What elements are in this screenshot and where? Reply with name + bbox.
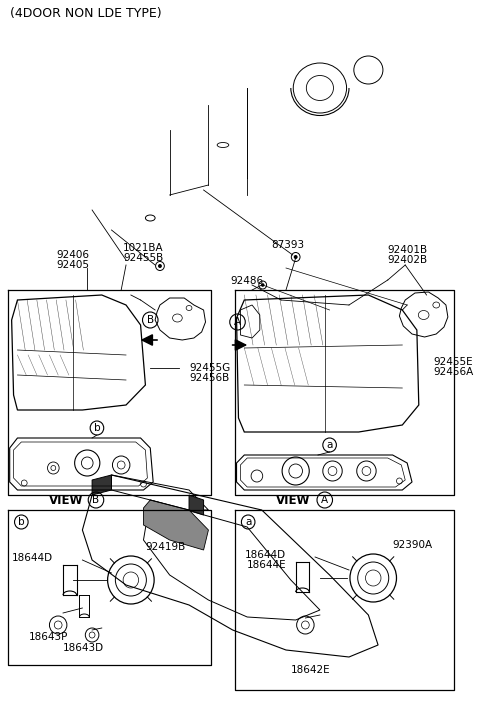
Text: 92455G: 92455G (189, 363, 230, 373)
Text: 92402B: 92402B (387, 255, 427, 265)
Text: 92390A: 92390A (393, 540, 433, 550)
Text: A: A (234, 317, 241, 327)
Text: 92486: 92486 (231, 276, 264, 286)
Text: 92455B: 92455B (123, 253, 164, 263)
Circle shape (158, 264, 162, 268)
Text: a: a (326, 440, 333, 450)
Text: 18643D: 18643D (63, 643, 104, 653)
Text: 92456A: 92456A (433, 367, 474, 377)
Text: 92401B: 92401B (387, 245, 427, 255)
Text: 1021BA: 1021BA (123, 243, 164, 253)
Text: 18643P: 18643P (29, 632, 69, 642)
Text: 18644E: 18644E (246, 560, 286, 570)
Circle shape (294, 255, 298, 259)
Text: 92456B: 92456B (189, 373, 229, 383)
Text: b: b (18, 517, 24, 527)
Text: VIEW: VIEW (48, 493, 83, 506)
Text: b: b (94, 423, 100, 433)
Text: a: a (245, 517, 252, 527)
Circle shape (261, 283, 264, 287)
Text: 18642E: 18642E (290, 665, 330, 675)
Text: 92406: 92406 (56, 250, 89, 260)
Polygon shape (144, 500, 208, 550)
Text: 92405: 92405 (56, 260, 89, 270)
Text: A: A (321, 495, 328, 505)
Text: 18644D: 18644D (12, 553, 53, 563)
Text: B: B (147, 315, 154, 325)
Text: 92419B: 92419B (145, 542, 186, 552)
Polygon shape (189, 495, 204, 515)
Text: (4DOOR NON LDE TYPE): (4DOOR NON LDE TYPE) (10, 8, 161, 20)
Text: B: B (93, 495, 99, 505)
Text: 87393: 87393 (271, 240, 304, 250)
Polygon shape (92, 475, 111, 495)
Text: VIEW: VIEW (276, 493, 310, 506)
Text: 18644D: 18644D (245, 550, 286, 560)
Text: 92455E: 92455E (433, 357, 473, 367)
